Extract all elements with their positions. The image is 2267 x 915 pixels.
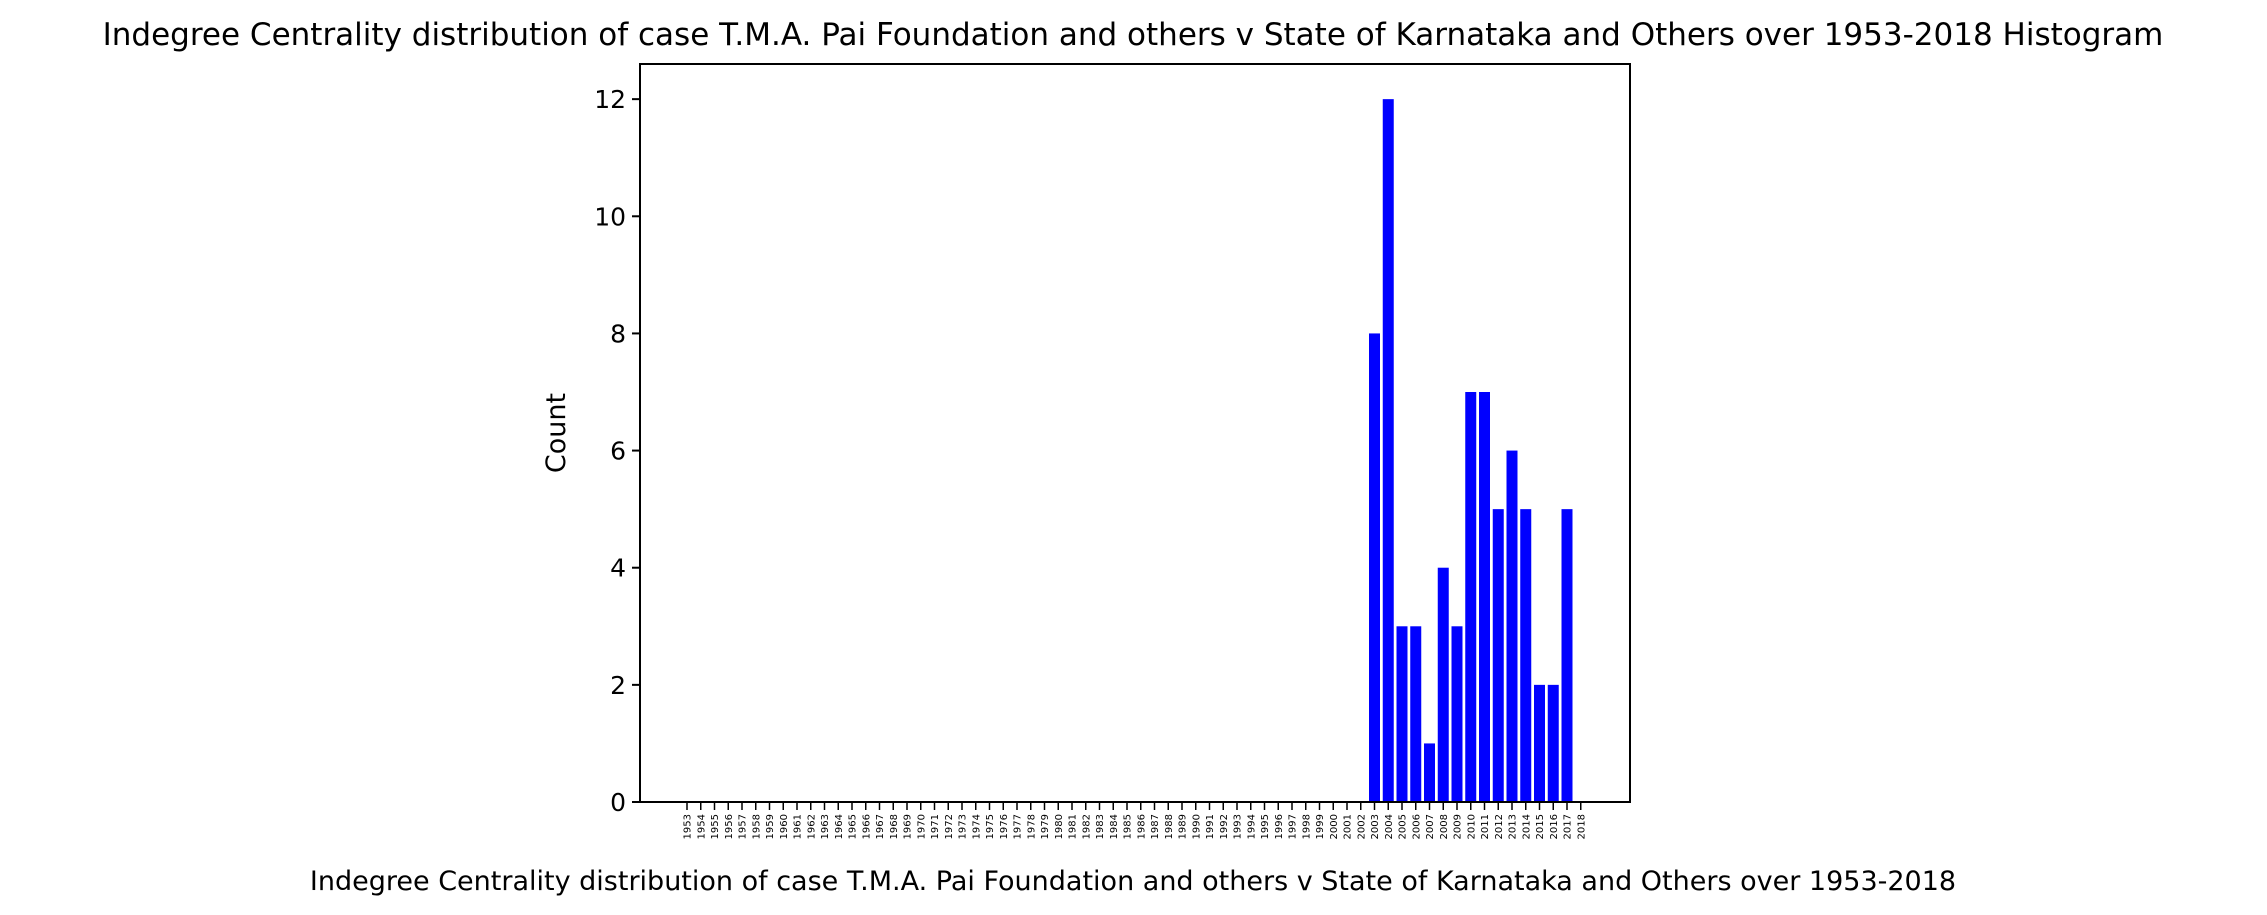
x-tick-label: 1993 <box>1233 814 1244 839</box>
x-tick-label: 1967 <box>875 814 886 839</box>
x-tick-label: 1970 <box>916 814 927 839</box>
bar-2013 <box>1506 450 1518 802</box>
x-tick-label: 1997 <box>1288 814 1299 839</box>
bar-2015 <box>1534 684 1545 802</box>
bar-2009 <box>1451 626 1463 802</box>
bar-2005 <box>1396 626 1408 802</box>
bar-2012 <box>1492 509 1504 802</box>
x-tick-label: 2000 <box>1329 814 1340 839</box>
x-tick-label: 1983 <box>1095 814 1106 839</box>
y-tick-label: 2 <box>610 671 626 700</box>
y-tick-label: 6 <box>610 437 626 466</box>
bar-2004 <box>1382 99 1394 802</box>
x-tick-label: 1965 <box>848 814 859 839</box>
bar-2007 <box>1424 743 1435 802</box>
x-tick-label: 1976 <box>999 814 1010 839</box>
y-tick-label: 8 <box>610 319 626 348</box>
x-tick-label: 2010 <box>1466 814 1477 839</box>
bar-2016 <box>1547 684 1559 802</box>
x-tick-label: 2007 <box>1425 814 1436 839</box>
x-tick-label: 1988 <box>1164 814 1175 839</box>
y-tick-label: 0 <box>610 788 626 817</box>
x-tick-label: 1955 <box>710 814 721 839</box>
x-tick-label: 2018 <box>1576 814 1587 839</box>
x-tick-label: 1962 <box>806 814 817 839</box>
bar-2011 <box>1479 392 1490 802</box>
x-tick-label: 2014 <box>1521 814 1532 839</box>
x-tick-label: 1972 <box>944 814 955 839</box>
x-tick-label: 1991 <box>1205 814 1216 839</box>
x-tick-label: 2004 <box>1384 814 1395 839</box>
bar-2017 <box>1561 509 1573 802</box>
x-tick-label: 1987 <box>1150 814 1161 839</box>
bar-2006 <box>1410 626 1422 802</box>
x-tick-label: 1982 <box>1081 814 1092 839</box>
x-tick-label: 2008 <box>1439 814 1450 839</box>
x-tick-label: 2003 <box>1370 814 1381 839</box>
x-tick-label: 2006 <box>1411 814 1422 839</box>
x-tick-label: 1963 <box>820 814 831 839</box>
x-axis-ticks: 1953 1954 1955 1956 1957 1958 1959 1960 1961 1962… <box>683 802 1587 839</box>
y-axis-label: Count <box>541 393 572 473</box>
x-tick-label: 2002 <box>1356 814 1367 839</box>
bar-series <box>1369 99 1573 802</box>
x-tick-label: 1989 <box>1178 814 1189 839</box>
x-tick-label: 1977 <box>1013 814 1024 839</box>
x-tick-label: 1986 <box>1136 814 1147 839</box>
x-tick-label: 2012 <box>1494 814 1505 839</box>
x-tick-label: 1979 <box>1040 814 1051 839</box>
y-tick-label: 12 <box>594 85 626 114</box>
x-tick-label: 1958 <box>751 814 762 839</box>
x-tick-label: 1978 <box>1026 814 1037 839</box>
x-tick-label: 1974 <box>971 814 982 839</box>
x-tick-label: 1980 <box>1054 814 1065 839</box>
x-tick-label: 1956 <box>724 814 735 839</box>
x-tick-label: 1998 <box>1301 814 1312 839</box>
x-tick-label: 1971 <box>930 814 941 839</box>
x-tick-label: 2017 <box>1563 814 1574 839</box>
x-tick-label: 1966 <box>861 814 872 839</box>
bar-2008 <box>1437 567 1449 802</box>
x-tick-label: 2009 <box>1453 814 1464 839</box>
x-tick-label: 1973 <box>958 814 969 839</box>
plot-frame <box>639 63 1631 803</box>
x-tick-label: 2011 <box>1480 814 1491 839</box>
x-tick-label: 1995 <box>1260 814 1271 839</box>
bar-2010 <box>1465 392 1477 802</box>
x-tick-label: 1990 <box>1191 814 1202 839</box>
x-tick-label: 1999 <box>1315 814 1326 839</box>
x-tick-label: 1959 <box>765 814 776 839</box>
x-tick-label: 1981 <box>1068 814 1079 839</box>
x-tick-label: 1994 <box>1246 814 1257 839</box>
x-axis-label: Indegree Centrality distribution of case… <box>310 866 1956 897</box>
y-axis-ticks: 0 2 4 6 8 10 12 <box>594 85 640 817</box>
x-tick-label: 1968 <box>889 814 900 839</box>
x-tick-label: 2015 <box>1535 814 1546 839</box>
x-tick-label: 1953 <box>683 814 694 839</box>
x-tick-label: 1961 <box>793 814 804 839</box>
x-tick-label: 1969 <box>903 814 914 839</box>
bar-2014 <box>1520 509 1532 802</box>
x-tick-label: 2001 <box>1343 814 1354 839</box>
y-tick-label: 10 <box>594 202 626 231</box>
x-tick-label: 1964 <box>834 814 845 839</box>
x-tick-label: 1985 <box>1123 814 1134 839</box>
x-tick-label: 1975 <box>985 814 996 839</box>
bar-2003 <box>1369 333 1380 802</box>
y-tick-label: 4 <box>610 554 626 583</box>
chart-title: Indegree Centrality distribution of case… <box>103 17 2164 53</box>
x-tick-label: 1984 <box>1109 814 1120 839</box>
x-tick-label: 1992 <box>1219 814 1230 839</box>
x-tick-label: 2005 <box>1398 814 1409 839</box>
x-tick-label: 1960 <box>779 814 790 839</box>
x-tick-label: 2016 <box>1549 814 1560 839</box>
x-tick-label: 1957 <box>738 814 749 839</box>
x-tick-label: 1954 <box>696 814 707 839</box>
x-tick-label: 1996 <box>1274 814 1285 839</box>
x-tick-label: 2013 <box>1508 814 1519 839</box>
